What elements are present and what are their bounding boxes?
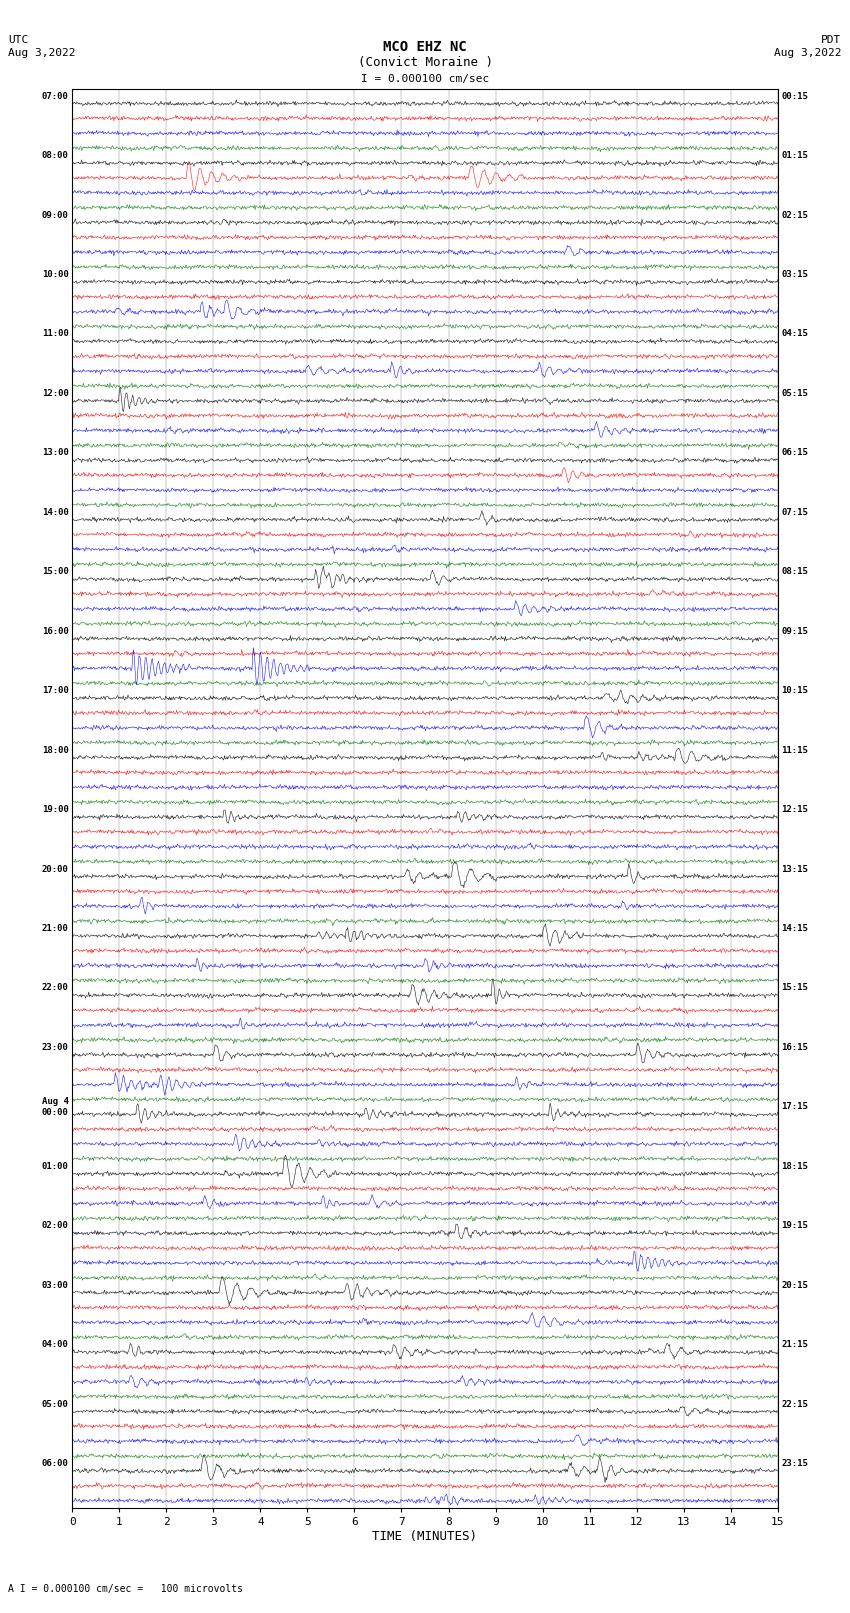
Text: 07:00: 07:00 [42, 92, 69, 100]
Text: MCO EHZ NC: MCO EHZ NC [383, 40, 467, 55]
Text: 16:00: 16:00 [42, 627, 69, 636]
Text: 23:00: 23:00 [42, 1044, 69, 1052]
Text: 03:00: 03:00 [42, 1281, 69, 1290]
Text: 02:00: 02:00 [42, 1221, 69, 1231]
Text: 10:15: 10:15 [781, 686, 808, 695]
Text: 11:00: 11:00 [42, 329, 69, 339]
Text: Aug 3,2022: Aug 3,2022 [774, 48, 842, 58]
Text: 20:00: 20:00 [42, 865, 69, 874]
Text: 22:15: 22:15 [781, 1400, 808, 1408]
Text: 08:15: 08:15 [781, 568, 808, 576]
Text: 23:15: 23:15 [781, 1460, 808, 1468]
Text: 08:00: 08:00 [42, 152, 69, 160]
Text: 22:00: 22:00 [42, 984, 69, 992]
Text: 18:15: 18:15 [781, 1161, 808, 1171]
Text: 11:15: 11:15 [781, 745, 808, 755]
Text: Aug 3,2022: Aug 3,2022 [8, 48, 76, 58]
Text: 06:00: 06:00 [42, 1460, 69, 1468]
Text: 19:15: 19:15 [781, 1221, 808, 1231]
Text: 21:15: 21:15 [781, 1340, 808, 1348]
Text: 17:15: 17:15 [781, 1102, 808, 1111]
Text: 02:15: 02:15 [781, 211, 808, 219]
Text: 12:15: 12:15 [781, 805, 808, 815]
Text: 21:00: 21:00 [42, 924, 69, 932]
Text: 07:15: 07:15 [781, 508, 808, 516]
Text: 09:00: 09:00 [42, 211, 69, 219]
Text: (Convict Moraine ): (Convict Moraine ) [358, 56, 492, 69]
Text: Aug 4
00:00: Aug 4 00:00 [42, 1097, 69, 1116]
Text: 15:00: 15:00 [42, 568, 69, 576]
Text: 19:00: 19:00 [42, 805, 69, 815]
Text: PDT: PDT [821, 35, 842, 45]
Text: 05:15: 05:15 [781, 389, 808, 398]
Text: 10:00: 10:00 [42, 269, 69, 279]
Text: 03:15: 03:15 [781, 269, 808, 279]
Text: 00:15: 00:15 [781, 92, 808, 100]
Text: A I = 0.000100 cm/sec =   100 microvolts: A I = 0.000100 cm/sec = 100 microvolts [8, 1584, 243, 1594]
Text: 06:15: 06:15 [781, 448, 808, 458]
Text: 01:15: 01:15 [781, 152, 808, 160]
Text: 16:15: 16:15 [781, 1044, 808, 1052]
Text: 09:15: 09:15 [781, 627, 808, 636]
Text: 05:00: 05:00 [42, 1400, 69, 1408]
Text: 13:00: 13:00 [42, 448, 69, 458]
Text: UTC: UTC [8, 35, 29, 45]
Text: 04:00: 04:00 [42, 1340, 69, 1348]
Text: 12:00: 12:00 [42, 389, 69, 398]
Text: 18:00: 18:00 [42, 745, 69, 755]
Text: 20:15: 20:15 [781, 1281, 808, 1290]
Text: I = 0.000100 cm/sec: I = 0.000100 cm/sec [361, 74, 489, 84]
Text: 13:15: 13:15 [781, 865, 808, 874]
Text: 14:00: 14:00 [42, 508, 69, 516]
Text: 14:15: 14:15 [781, 924, 808, 932]
X-axis label: TIME (MINUTES): TIME (MINUTES) [372, 1531, 478, 1544]
Text: 01:00: 01:00 [42, 1161, 69, 1171]
Text: 04:15: 04:15 [781, 329, 808, 339]
Text: 15:15: 15:15 [781, 984, 808, 992]
Text: 17:00: 17:00 [42, 686, 69, 695]
